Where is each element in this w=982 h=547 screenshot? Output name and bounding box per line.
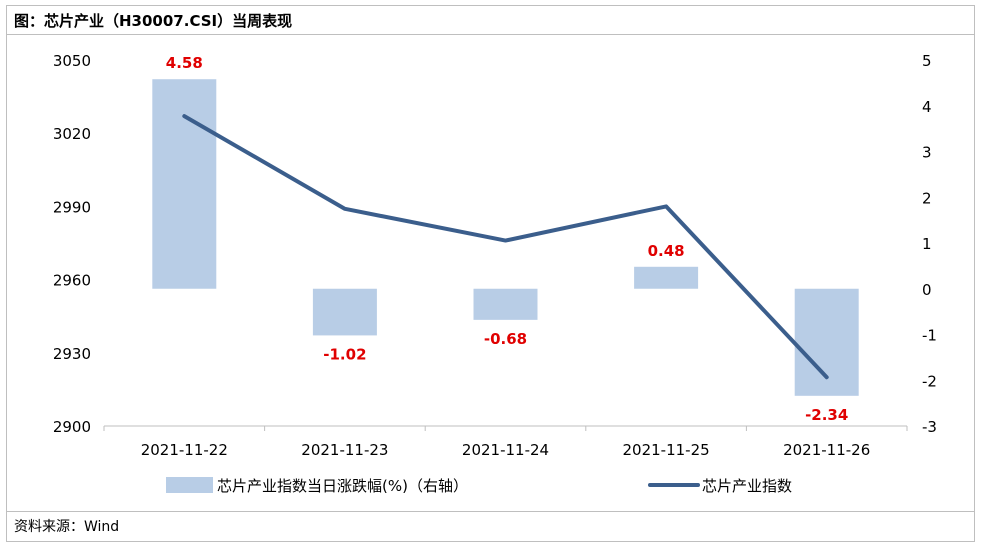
y-right-tick-label: -2 <box>922 372 937 390</box>
y-left-tick-label: 3050 <box>53 52 91 70</box>
y-left-tick-label: 2990 <box>53 198 91 216</box>
y-left-tick-label: 2960 <box>53 272 91 290</box>
legend-line-label: 芯片产业指数 <box>702 477 792 495</box>
chart-title: 图：芯片产业（H30007.CSI）当周表现 <box>14 12 293 30</box>
x-tick-label: 2021-11-26 <box>783 441 870 459</box>
x-tick-label: 2021-11-23 <box>301 441 388 459</box>
y-right-tick-label: 3 <box>922 144 932 162</box>
source-divider <box>7 511 974 512</box>
bar <box>312 288 377 336</box>
bar-data-label: -1.02 <box>323 345 366 363</box>
y-right-tick-label: 1 <box>922 235 932 253</box>
x-tick-label: 2021-11-25 <box>623 441 710 459</box>
x-tick-label: 2021-11-24 <box>462 441 549 459</box>
y-right-tick-label: -3 <box>922 418 937 436</box>
legend-bar-swatch <box>166 477 213 493</box>
bar-data-label: -2.34 <box>805 406 848 424</box>
source-note: 资料来源：Wind <box>14 519 120 535</box>
chart-frame <box>6 5 975 542</box>
y-left-tick-label: 2930 <box>53 345 91 363</box>
bar <box>794 288 859 396</box>
y-left-tick-label: 3020 <box>53 125 91 143</box>
index-line <box>182 114 829 380</box>
y-right-tick-label: 4 <box>922 98 932 116</box>
bar <box>473 288 538 320</box>
y-right-tick-label: 2 <box>922 189 932 207</box>
bar-data-label: 4.58 <box>166 54 203 72</box>
bar <box>152 79 217 289</box>
legend-bar-label: 芯片产业指数当日涨跌幅(%)（右轴） <box>217 477 468 495</box>
bar <box>634 266 699 289</box>
bar-data-label: -0.68 <box>484 330 527 348</box>
bar-data-label: 0.48 <box>648 242 685 260</box>
title-divider <box>7 34 974 35</box>
y-right-tick-label: 5 <box>922 52 932 70</box>
y-right-tick-label: -1 <box>922 327 937 345</box>
x-tick-label: 2021-11-22 <box>141 441 228 459</box>
y-right-tick-label: 0 <box>922 281 932 299</box>
y-left-tick-label: 2900 <box>53 418 91 436</box>
